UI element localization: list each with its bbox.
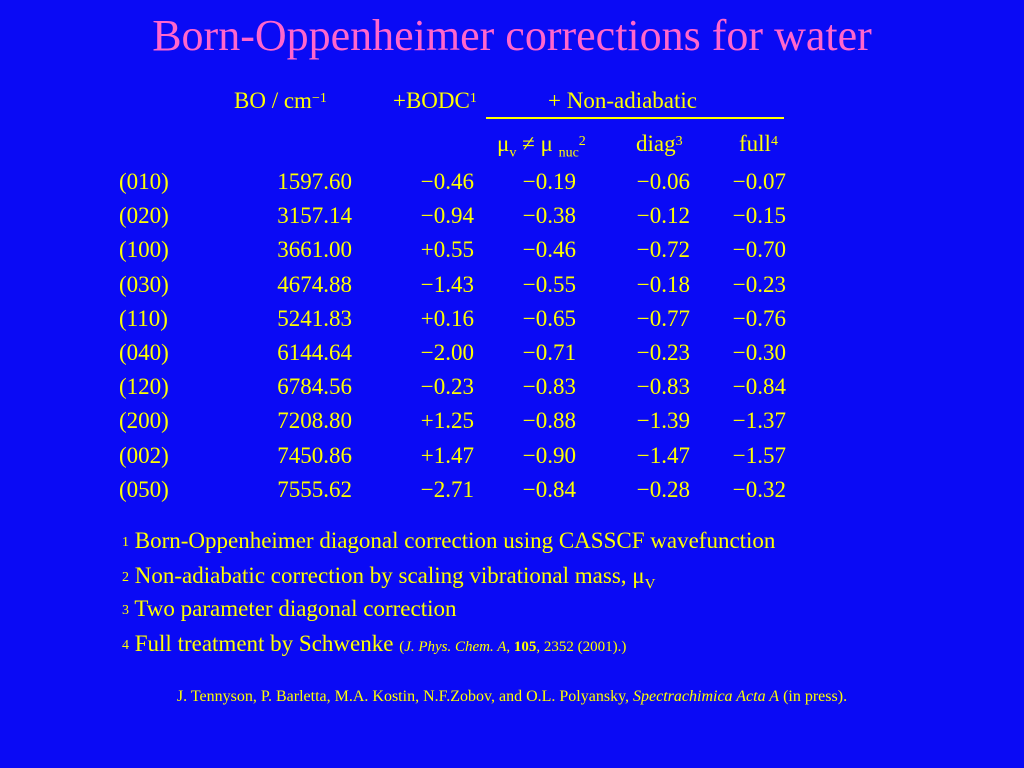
cell-full: −0.30 xyxy=(732,340,786,365)
cell-full: −0.84 xyxy=(732,374,786,400)
cell-full: −0.15 xyxy=(732,203,786,229)
cell-bo: 5241.83 xyxy=(277,305,352,331)
cell-diag: −0.72 xyxy=(636,237,690,263)
cell-full: −0.32 xyxy=(732,476,786,502)
cell-full: −1.57 xyxy=(732,442,786,468)
cell-mu-scaling: −0.65 xyxy=(522,305,576,331)
cell-mode: (030) xyxy=(119,271,169,297)
cell-bodc: +0.16 xyxy=(420,305,474,331)
footnote-4: 4 Full treatment by Schwenke (J. Phys. C… xyxy=(122,631,627,656)
cell-bo: 7450.86 xyxy=(277,442,352,468)
footnote-2: 2 Non-adiabatic correction by scaling vi… xyxy=(122,563,656,593)
header-nonadiabatic: + Non-adiabatic xyxy=(548,88,697,113)
cell-bodc: +0.55 xyxy=(420,237,474,263)
cell-diag: −0.77 xyxy=(636,305,690,331)
cell-bo: 7555.62 xyxy=(277,476,352,502)
footnote-3: 3 Two parameter diagonal correction xyxy=(122,596,457,621)
cell-bodc: −0.94 xyxy=(420,203,474,229)
cell-mode: (110) xyxy=(119,305,168,331)
cell-mode: (120) xyxy=(119,374,169,400)
cell-bo: 3157.14 xyxy=(277,203,352,229)
header-full: full4 xyxy=(739,131,778,156)
nonadiabatic-underline xyxy=(486,117,784,119)
cell-mu-scaling: −0.71 xyxy=(522,340,576,365)
footnote-1: 1 Born-Oppenheimer diagonal correction u… xyxy=(122,528,776,553)
cell-mode: (010) xyxy=(119,169,169,194)
cell-full: −0.07 xyxy=(732,169,786,194)
cell-bo: 7208.80 xyxy=(277,408,352,434)
cell-bo: 6784.56 xyxy=(277,374,352,400)
cell-full: −0.76 xyxy=(732,305,786,331)
cell-mode: (200) xyxy=(119,408,169,434)
cell-mu-scaling: −0.19 xyxy=(522,169,576,194)
cell-diag: −0.28 xyxy=(636,476,690,502)
cell-bo: 3661.00 xyxy=(277,237,352,263)
header-mu-ratio: μv ≠ μ nuc2 xyxy=(497,131,586,161)
cell-bo: 4674.88 xyxy=(277,271,352,297)
cell-mode: (100) xyxy=(119,237,169,263)
cell-mode: (050) xyxy=(119,476,169,502)
cell-diag: −0.18 xyxy=(636,271,690,297)
header-diag: diag3 xyxy=(636,131,683,156)
cell-bodc: +1.47 xyxy=(420,442,474,468)
citation: J. Tennyson, P. Barletta, M.A. Kostin, N… xyxy=(176,688,848,705)
cell-mode: (002) xyxy=(119,442,169,468)
header-bodc: +BODC1 xyxy=(393,88,477,113)
cell-diag: −1.39 xyxy=(636,408,690,434)
cell-bodc: +1.25 xyxy=(420,408,474,434)
cell-bo: 6144.64 xyxy=(277,340,352,365)
cell-bo: 1597.60 xyxy=(277,169,352,194)
page-title: Born-Oppenheimer corrections for water xyxy=(152,11,872,60)
cell-diag: −0.83 xyxy=(636,374,690,400)
cell-diag: −0.06 xyxy=(636,169,690,194)
cell-diag: −0.12 xyxy=(636,203,690,229)
cell-mode: (020) xyxy=(119,203,169,229)
cell-mu-scaling: −0.84 xyxy=(522,476,576,502)
cell-mu-scaling: −0.55 xyxy=(522,271,576,297)
cell-mu-scaling: −0.46 xyxy=(522,237,576,263)
cell-mu-scaling: −0.83 xyxy=(522,374,576,400)
cell-full: −1.37 xyxy=(732,408,786,434)
cell-mu-scaling: −0.90 xyxy=(522,442,576,468)
cell-bodc: −0.46 xyxy=(420,169,474,194)
cell-mode: (040) xyxy=(119,340,169,365)
cell-bodc: −1.43 xyxy=(420,271,474,297)
cell-diag: −1.47 xyxy=(636,442,690,468)
cell-diag: −0.23 xyxy=(636,340,690,365)
cell-mu-scaling: −0.38 xyxy=(522,203,576,229)
cell-bodc: −2.71 xyxy=(420,476,474,502)
cell-full: −0.70 xyxy=(732,237,786,263)
cell-bodc: −0.23 xyxy=(420,374,474,400)
cell-mu-scaling: −0.88 xyxy=(522,408,576,434)
cell-bodc: −2.00 xyxy=(420,340,474,365)
cell-full: −0.23 xyxy=(732,271,786,297)
header-bo: BO / cm−1 xyxy=(234,88,327,113)
